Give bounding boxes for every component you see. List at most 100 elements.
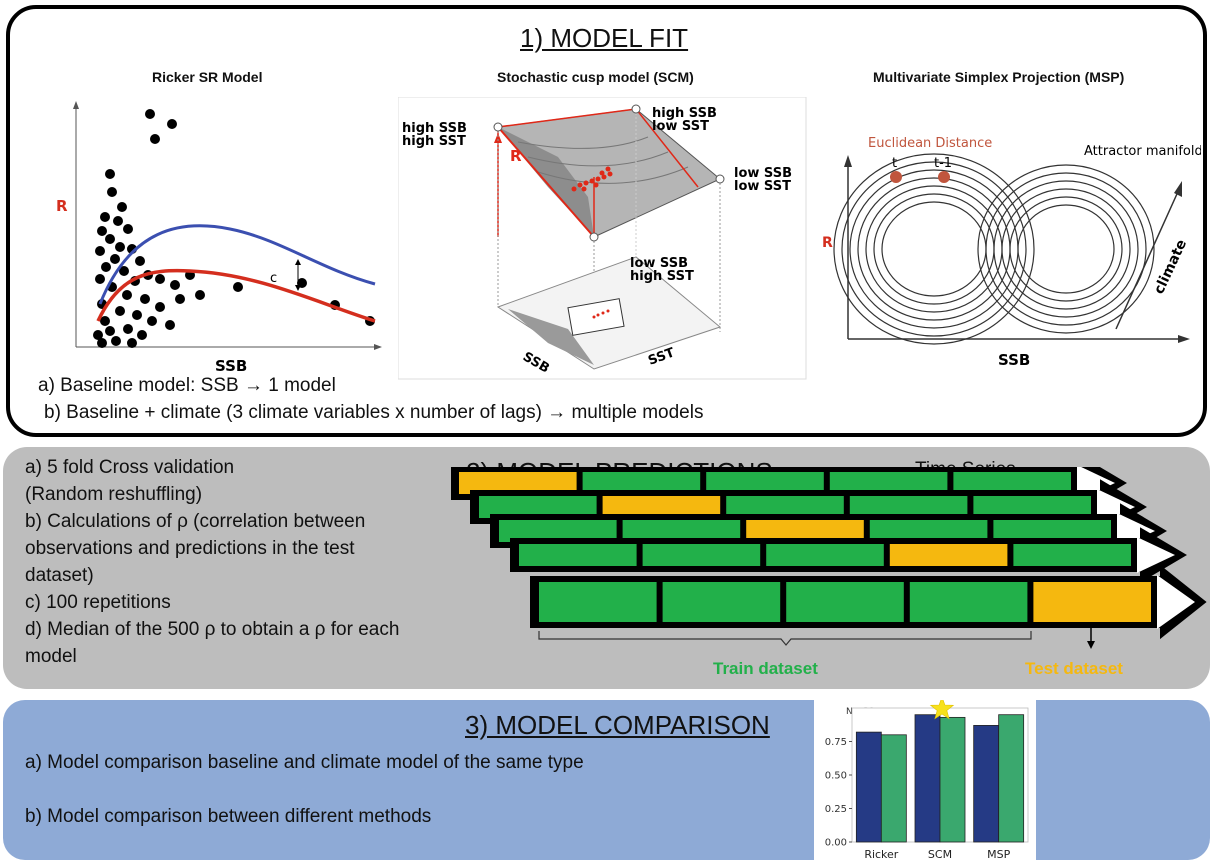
test-fold [459,472,577,494]
train-fold [539,582,657,622]
model-comparison-title: 3) MODEL COMPARISON [465,710,770,740]
msp-attractor [833,153,1155,345]
model-predictions-panel: 2) MODEL PREDICTIONS Time Series a) 5 fo… [3,447,1210,689]
train-fold [726,496,844,518]
msp-t1-label: t-1 [934,156,952,171]
comparison-line-a: a) Model comparison baseline and climate… [25,752,584,773]
train-fold [909,582,1028,622]
msp-point-t [890,171,902,183]
scm-figure: high SSB high SST high SSB low SST low S… [398,97,807,380]
msp-point-t1 [938,171,950,183]
bar [973,725,1000,843]
ricker-title: Ricker SR Model [152,69,263,85]
bar [880,734,907,843]
train-fold [642,544,761,566]
fold-arrow-head [1137,537,1175,573]
msp-t-label: t [892,156,897,171]
predictions-line: b) Calculations of ρ (correlation betwee… [25,511,366,532]
msp-figure: Euclidean Distance t t-1 Attractor manif… [822,136,1201,369]
ricker-points [93,109,375,348]
msp-z-label: climate [1151,237,1190,296]
train-bracket [538,631,1032,646]
train-fold [499,520,617,542]
train-fold [1013,544,1131,566]
msp-euclid-label: Euclidean Distance [868,136,992,151]
scm-label-high-sst-2: high SST [630,269,694,284]
fold-strips [451,467,1207,640]
model-fit-panel: 1) MODEL FIT Ricker SR Model Stochastic … [6,5,1207,437]
train-fold [706,472,824,494]
ricker-baseline-curve [96,268,376,323]
scm-label-high-ssb-2: high SSB [652,106,717,121]
model-fit-title: 1) MODEL FIT [520,23,689,53]
scm-label-low-ssb-2: low SSB [630,256,688,271]
train-fold [953,472,1071,494]
ricker-x-arrow [374,344,382,350]
bar [914,714,941,843]
y-tick-label: 0.00 [825,838,847,849]
predictions-line: observations and predictions in the test [25,538,355,559]
bar [998,714,1025,843]
bar [939,716,966,843]
ricker-c-label: c [270,271,277,286]
bar [855,731,882,843]
msp-attractor-label: Attractor manifold [1084,144,1201,159]
train-fold [869,520,988,542]
y-tick-label: 0.50 [825,771,847,782]
train-fold [622,520,741,542]
comparison-line-b: b) Model comparison between different me… [25,806,432,827]
scm-label-low-sst-2: low SST [734,179,791,194]
msp-title: Multivariate Simplex Projection (MSP) [873,69,1125,85]
cross-validation-diagram: Train dataset Test dataset [451,467,1207,678]
chart-marks: 0.00 0.25 0.50 0.75 Ricker SCM MSP [825,700,1029,861]
test-fold [1033,582,1151,622]
train-fold [766,544,884,566]
train-fold [829,472,948,494]
y-tick-label: 0.75 [825,737,847,748]
star-icon [929,700,955,720]
scm-label-high-sst-1: high SST [402,134,466,149]
scm-red-points [571,166,613,192]
x-tick-label: SCM [928,848,952,861]
predictions-line: model [25,646,77,667]
predictions-line: dataset) [25,565,94,586]
model-fit-line-a: a) Baseline model: SSB → 1 model [38,375,336,396]
predictions-line: d) Median of the 500 ρ to obtain a ρ for… [25,619,400,640]
test-fold [602,496,721,518]
scm-title: Stochastic cusp model (SCM) [497,69,694,85]
ricker-y-arrow [73,101,79,109]
msp-z-axis [1115,184,1182,330]
train-fold [479,496,597,518]
test-fold [889,544,1008,566]
train-fold [662,582,781,622]
x-tick-label: Ricker [864,848,898,861]
scm-r-label: R [510,147,522,165]
y-tick-label: 0.25 [825,804,847,815]
train-fold [993,520,1111,542]
train-fold [582,472,701,494]
train-fold [849,496,968,518]
x-tick-label: MSP [987,848,1010,861]
train-fold [973,496,1091,518]
model-fit-line-b: b) Baseline + climate (3 climate variabl… [44,402,704,423]
ricker-figure: c R SSB [56,101,382,375]
test-dataset-label: Test dataset [1025,659,1123,678]
test-fold [746,520,864,542]
scm-label-high-ssb-1: high SSB [402,121,467,136]
scm-red-edge [497,126,595,238]
train-dataset-label: Train dataset [713,659,818,678]
ricker-climate-curve [98,224,376,305]
ricker-y-label: R [56,197,68,215]
fold-arrow-head [1157,575,1195,629]
train-fold [519,544,637,566]
predictions-line: (Random reshuffling) [25,484,203,505]
msp-y-label: R [822,235,833,251]
scm-label-low-ssb-1: low SSB [734,166,792,181]
predictions-line: c) 100 repetitions [25,592,171,613]
scm-label-low-sst-1: low SST [652,119,709,134]
msp-x-label: SSB [998,351,1030,369]
predictions-line: a) 5 fold Cross validation [25,457,235,478]
train-fold [786,582,904,622]
ricker-x-label: SSB [215,357,247,375]
